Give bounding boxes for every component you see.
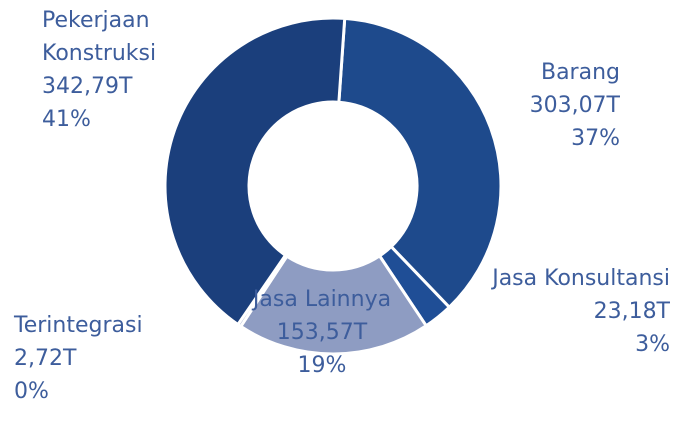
percent-label: 37% — [571, 126, 620, 151]
value-label: 342,79T — [42, 74, 133, 99]
category-label: Jasa Lainnya — [252, 287, 392, 312]
category-label: Barang — [540, 60, 620, 85]
slice-label: Pekerjaan Konstruksi 342,79T 41% — [42, 4, 207, 136]
category-label: Jasa Konsultansi — [492, 266, 670, 291]
slice-label: Jasa Lainnya 153,57T 19% — [252, 283, 392, 382]
donut-slice — [238, 253, 429, 356]
category-label: Terintegrasi — [14, 313, 143, 338]
percent-label: 19% — [297, 353, 347, 378]
percent-label: 0% — [14, 379, 49, 404]
percent-label: 3% — [635, 332, 670, 357]
value-label: 23,18T — [593, 299, 670, 324]
percent-label: 41% — [42, 107, 91, 132]
value-label: 2,72T — [14, 346, 77, 371]
slice-label: Barang 303,07T 37% — [470, 56, 620, 155]
slice-label: Jasa Konsultansi 23,18T 3% — [490, 262, 670, 361]
value-label: 303,07T — [529, 93, 620, 118]
value-label: 153,57T — [276, 320, 368, 345]
category-label: Pekerjaan Konstruksi — [42, 8, 157, 66]
donut-slice — [163, 16, 347, 327]
donut-slice — [337, 16, 503, 310]
slice-label: Terintegrasi 2,72T 0% — [14, 309, 214, 408]
